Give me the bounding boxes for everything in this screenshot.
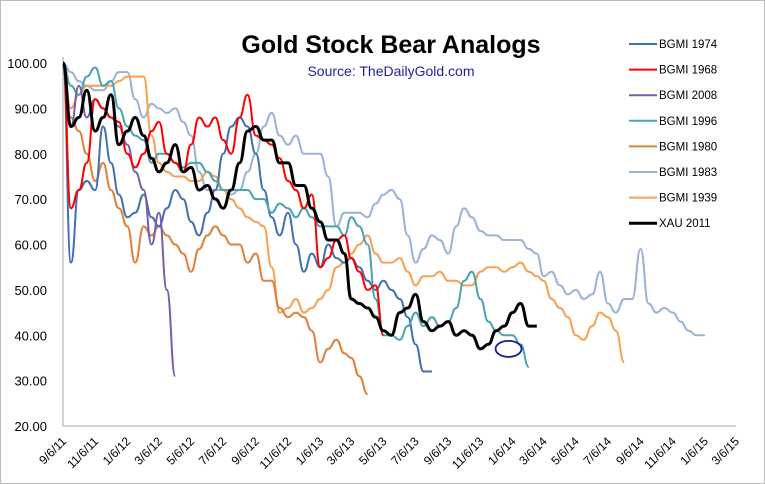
x-tick-label: 11/6/14: [641, 434, 679, 472]
legend-label: BGMI 1968: [659, 65, 717, 77]
series-line-bgmi-1996: [62, 62, 530, 369]
legend-item: BGMI 2008: [629, 90, 717, 102]
legend-label: BGMI 2008: [659, 90, 717, 102]
legend-label: XAU 2011: [659, 218, 711, 230]
x-tick-label: 11/6/12: [257, 434, 295, 472]
legend-label: BGMI 1939: [659, 193, 717, 205]
x-tick-label: 11/6/11: [64, 434, 101, 471]
legend-item: BGMI 1983: [629, 167, 717, 179]
x-tick-label: 3/6/12: [132, 434, 166, 468]
chart-subtitle: Source: TheDailyGold.com: [307, 63, 474, 79]
y-tick-label: 30.00: [14, 374, 47, 389]
series-line-bgmi-1974: [62, 62, 432, 373]
x-tick-label: 3/6/14: [516, 434, 550, 468]
x-tick-label: 1/6/12: [100, 434, 134, 468]
series-line-xau-2011: [61, 61, 537, 351]
x-tick-label: 5/6/14: [548, 434, 582, 468]
x-tick-label: 7/6/14: [581, 434, 615, 468]
legend-label: BGMI 1983: [659, 167, 717, 179]
x-tick-label: 7/6/12: [196, 434, 230, 468]
legend-item: BGMI 1996: [629, 116, 717, 128]
y-tick-label: 80.00: [14, 147, 47, 162]
x-tick-label: 3/6/15: [709, 434, 743, 468]
legend-label: BGMI 1974: [659, 39, 718, 51]
y-tick-label: 40.00: [14, 328, 47, 343]
series-line-bgmi-2008: [62, 62, 177, 378]
y-tick-label: 50.00: [14, 283, 47, 298]
series-line-bgmi-1980: [62, 62, 369, 396]
legend-label: BGMI 1980: [659, 141, 717, 153]
x-tick-label: 1/6/13: [293, 434, 327, 468]
x-tick-label: 3/6/13: [324, 434, 358, 468]
legend-item: XAU 2011: [629, 218, 711, 230]
y-tick-label: 60.00: [14, 238, 47, 253]
legend-label: BGMI 1996: [659, 116, 717, 128]
legend-item: BGMI 1980: [629, 141, 717, 153]
y-tick-label: 20.00: [14, 419, 47, 434]
x-tick-label: 5/6/13: [356, 434, 390, 468]
x-tick-label: 5/6/12: [164, 434, 198, 468]
series-line-bgmi-1983: [62, 62, 705, 337]
chart-title: Gold Stock Bear Analogs: [241, 31, 540, 59]
y-tick-label: 90.00: [14, 101, 47, 116]
series-line-bgmi-1968: [62, 62, 385, 337]
annotation-ellipse: [494, 339, 523, 358]
x-tick-label: 7/6/13: [388, 434, 422, 468]
y-tick-label: 70.00: [14, 192, 47, 207]
x-tick-label: 1/6/15: [678, 434, 712, 468]
x-tick-label: 11/6/13: [449, 434, 487, 472]
legend-item: BGMI 1974: [629, 39, 718, 51]
x-tick-label: 1/6/14: [485, 434, 519, 468]
legend-item: BGMI 1968: [629, 65, 717, 77]
y-tick-label: 100.00: [7, 56, 47, 71]
legend-item: BGMI 1939: [629, 193, 717, 205]
